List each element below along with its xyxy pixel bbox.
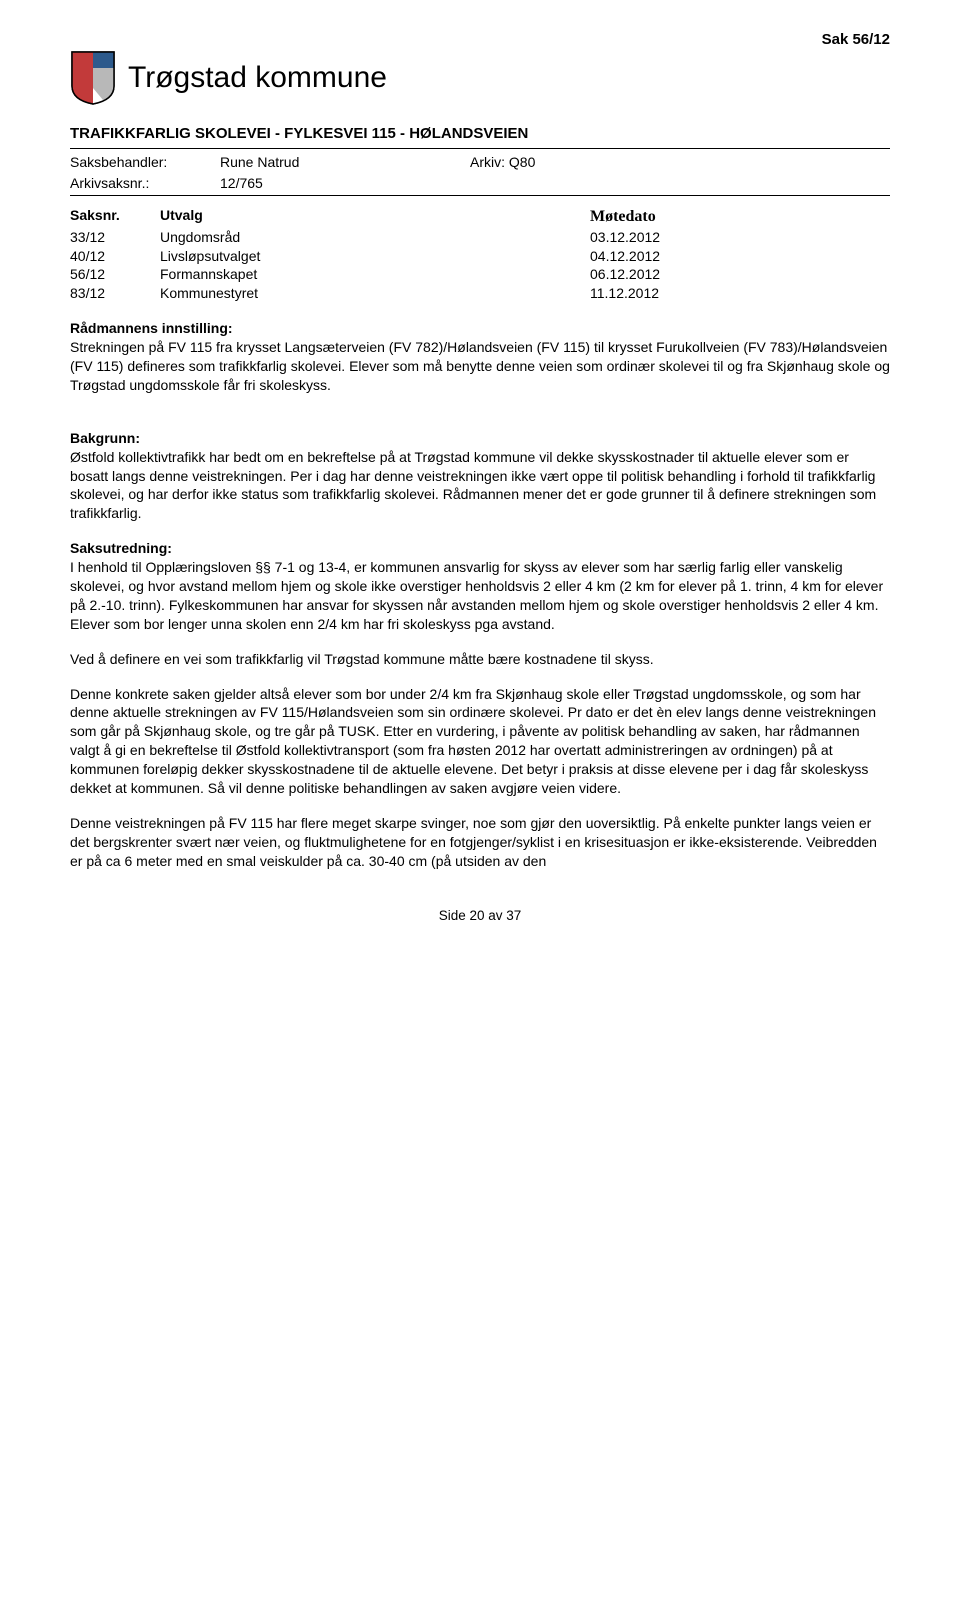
row-dato: 03.12.2012 xyxy=(590,228,740,247)
bakgrunn-text: Østfold kollektivtrafikk har bedt om en … xyxy=(70,448,890,524)
bakgrunn-block: Bakgrunn: Østfold kollektivtrafikk har b… xyxy=(70,429,890,523)
shield-icon xyxy=(70,50,116,106)
meta-grid: Saksbehandler: Rune Natrud Arkiv: Q80 Ar… xyxy=(70,153,890,193)
innstilling-block: Rådmannens innstilling: Strekningen på F… xyxy=(70,319,890,395)
row-navn: Livsløpsutvalget xyxy=(160,247,590,266)
innstilling-text: Strekningen på FV 115 fra krysset Langsæ… xyxy=(70,338,890,395)
divider-top xyxy=(70,148,890,149)
paragraph-2: Denne konkrete saken gjelder altså eleve… xyxy=(70,685,890,798)
row-navn: Ungdomsråd xyxy=(160,228,590,247)
row-dato: 04.12.2012 xyxy=(590,247,740,266)
paragraph-1: Ved å definere en vei som trafikkfarlig … xyxy=(70,650,890,669)
row-dato: 11.12.2012 xyxy=(590,284,740,303)
row-nr: 56/12 xyxy=(70,265,160,284)
col-saksnr: Saksnr. xyxy=(70,206,160,228)
col-utvalg: Utvalg xyxy=(160,206,590,228)
row-navn: Kommunestyret xyxy=(160,284,590,303)
arkivsaksnr-label: Arkivsaksnr.: xyxy=(70,174,220,193)
sak-number: Sak 56/12 xyxy=(822,30,890,50)
saksbehandler-value: Rune Natrud xyxy=(220,153,470,172)
table-row: 33/12 Ungdomsråd 03.12.2012 xyxy=(70,228,890,247)
arkiv-label: Arkiv: Q80 xyxy=(470,153,620,172)
row-dato: 06.12.2012 xyxy=(590,265,740,284)
table-row: 83/12 Kommunestyret 11.12.2012 xyxy=(70,284,890,303)
col-motedato: Møtedato xyxy=(590,206,740,228)
row-nr: 40/12 xyxy=(70,247,160,266)
row-navn: Formannskapet xyxy=(160,265,590,284)
divider-bottom xyxy=(70,195,890,196)
doc-title: TRAFIKKFARLIG SKOLEVEI - FYLKESVEI 115 -… xyxy=(70,124,890,144)
table-row: 40/12 Livsløpsutvalget 04.12.2012 xyxy=(70,247,890,266)
paragraph-3: Denne veistrekningen på FV 115 har flere… xyxy=(70,814,890,871)
bakgrunn-heading: Bakgrunn: xyxy=(70,429,890,448)
saksutredning-block: Saksutredning: I henhold til Opplæringsl… xyxy=(70,539,890,633)
innstilling-heading: Rådmannens innstilling: xyxy=(70,319,890,338)
row-nr: 33/12 xyxy=(70,228,160,247)
table-row: 56/12 Formannskapet 06.12.2012 xyxy=(70,265,890,284)
saksbehandler-label: Saksbehandler: xyxy=(70,153,220,172)
header-row: Trøgstad kommune xyxy=(70,50,890,106)
page-footer: Side 20 av 37 xyxy=(70,907,890,925)
row-nr: 83/12 xyxy=(70,284,160,303)
utvalg-header: Saksnr. Utvalg Møtedato xyxy=(70,206,890,228)
saksutredning-heading: Saksutredning: xyxy=(70,539,890,558)
arkivsaksnr-value: 12/765 xyxy=(220,174,470,193)
kommune-title: Trøgstad kommune xyxy=(128,58,387,99)
saksutredning-text: I henhold til Opplæringsloven §§ 7-1 og … xyxy=(70,558,890,634)
